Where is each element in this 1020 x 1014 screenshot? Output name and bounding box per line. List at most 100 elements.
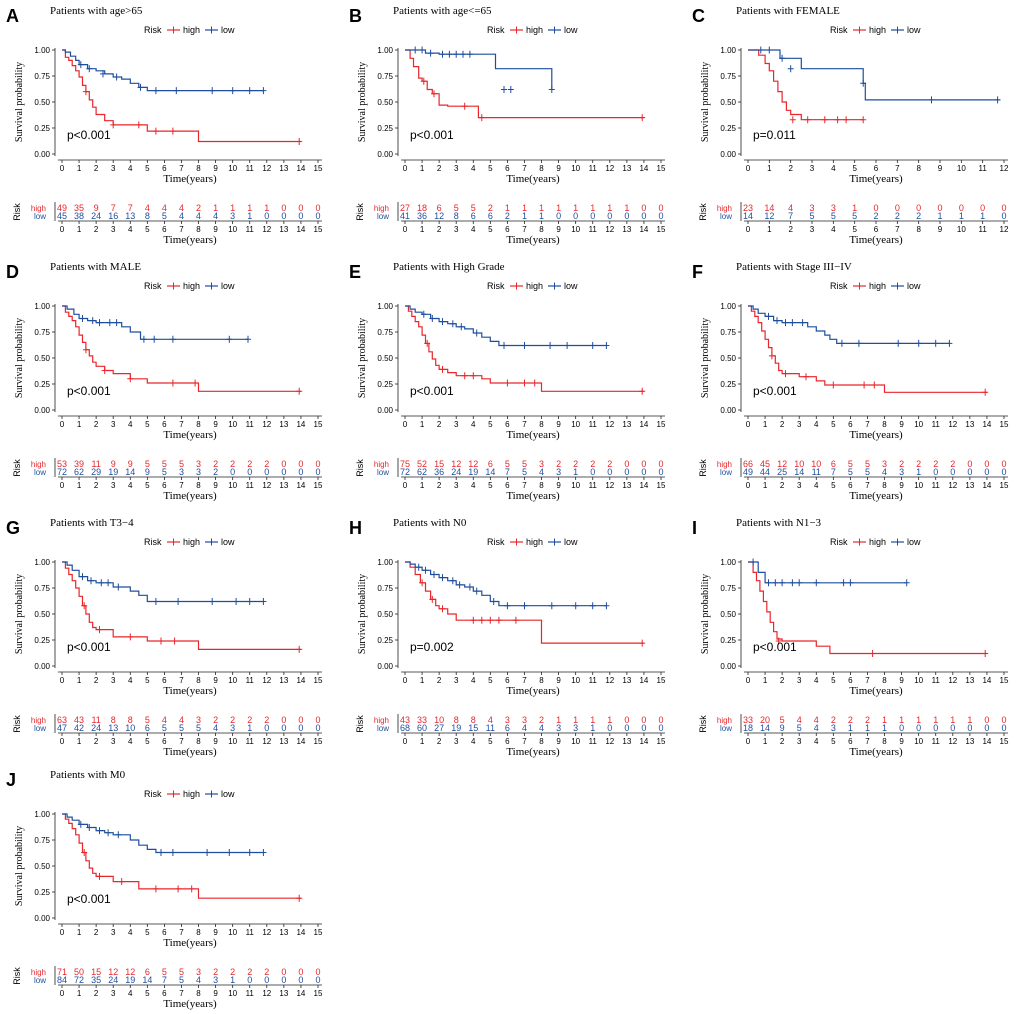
risk-x-tick-label: 5 <box>145 225 150 234</box>
risk-count-low: 47 <box>57 723 67 733</box>
risk-count-low: 5 <box>162 211 167 221</box>
y-tick-label: 0.75 <box>34 72 50 81</box>
risk-table-title: Risk <box>698 459 708 477</box>
censor-mark-high <box>830 381 837 389</box>
x-tick-label: 13 <box>965 676 974 685</box>
risk-row-label-high: high <box>31 968 46 977</box>
p-value: p<0.001 <box>410 384 454 398</box>
risk-count-low: 19 <box>468 467 478 477</box>
y-tick-label: 0.50 <box>34 98 50 107</box>
y-tick-label: 0.50 <box>720 610 736 619</box>
risk-x-tick-label: 8 <box>196 481 201 490</box>
x-tick-label: 1 <box>767 164 772 173</box>
censor-mark-low <box>547 342 554 349</box>
x-axis-title: Time(years) <box>506 173 560 185</box>
risk-x-tick-label: 10 <box>571 481 580 490</box>
x-tick-label: 8 <box>196 420 201 429</box>
risk-count-high: 0 <box>315 459 320 469</box>
censor-mark-high <box>296 138 303 145</box>
censor-mark-low <box>603 342 610 349</box>
risk-x-tick-label: 10 <box>228 481 237 490</box>
risk-x-tick-label: 10 <box>914 481 923 490</box>
x-tick-label: 11 <box>246 420 255 429</box>
risk-count-low: 0 <box>607 723 612 733</box>
risk-count-low: 3 <box>230 723 235 733</box>
risk-x-tick-label: 10 <box>228 225 237 234</box>
x-tick-label: 2 <box>94 928 99 937</box>
risk-x-tick-label: 1 <box>763 737 768 746</box>
x-tick-label: 4 <box>128 676 133 685</box>
risk-x-tick-label: 14 <box>639 225 648 234</box>
x-tick-label: 14 <box>982 420 991 429</box>
risk-count-low: 0 <box>298 975 303 985</box>
x-tick-label: 10 <box>571 420 580 429</box>
risk-count-low: 5 <box>162 723 167 733</box>
legend-high-censor-mark <box>856 26 863 34</box>
legend-low-label: low <box>907 281 921 291</box>
y-tick-label: 0.50 <box>720 98 736 107</box>
censor-mark-low <box>158 849 164 856</box>
risk-row-label-low: low <box>34 976 46 985</box>
censor-mark-low <box>86 824 93 831</box>
legend-low-censor-mark <box>208 26 215 34</box>
censor-mark-low <box>782 319 789 327</box>
risk-count-low: 0 <box>247 467 252 477</box>
risk-count-high: 0 <box>315 715 320 725</box>
censor-mark-low <box>113 319 120 327</box>
censor-mark-high <box>639 387 646 395</box>
risk-count-high: 4 <box>162 715 167 725</box>
risk-count-low: 15 <box>468 723 478 733</box>
risk-x-tick-label: 7 <box>522 225 527 234</box>
p-value: p<0.001 <box>753 384 797 398</box>
risk-x-tick-label: 7 <box>179 989 184 998</box>
censor-mark-high <box>296 894 303 902</box>
risk-count-high: 0 <box>624 459 629 469</box>
x-tick-label: 13 <box>279 164 288 173</box>
risk-count-low: 2 <box>213 467 218 477</box>
legend-title: Risk <box>144 25 162 35</box>
x-tick-label: 7 <box>865 420 870 429</box>
risk-count-high: 1 <box>556 715 561 725</box>
risk-x-tick-label: 3 <box>454 737 459 746</box>
risk-x-tick-label: 6 <box>505 481 510 490</box>
risk-x-tick-label: 14 <box>296 225 305 234</box>
x-tick-label: 5 <box>852 164 857 173</box>
risk-count-low: 72 <box>57 467 67 477</box>
risk-x-tick-label: 1 <box>77 989 82 998</box>
risk-row-label-low: low <box>720 468 732 477</box>
risk-count-high: 6 <box>437 203 442 213</box>
km-panel-j: J Patients with M0 Risk high low 0.00 0.25 0.50… <box>0 764 340 1014</box>
x-tick-label: 4 <box>128 420 133 429</box>
y-axis: 0.00 0.25 0.50 0.75 1.00 Survival probability <box>357 302 399 415</box>
censor-mark-high <box>171 637 178 645</box>
censor-mark-low <box>765 312 772 320</box>
risk-count-low: 3 <box>196 467 201 477</box>
x-tick-label: 14 <box>639 164 648 173</box>
panel-title: Patients with MALE <box>50 261 141 273</box>
censor-mark-low <box>572 602 579 610</box>
x-tick-label: 9 <box>899 420 904 429</box>
risk-count-low: 0 <box>950 467 955 477</box>
x-tick-label: 13 <box>622 676 631 685</box>
risk-x-tick-label: 9 <box>938 225 943 234</box>
risk-count-low: 0 <box>658 467 663 477</box>
risk-x-tick-label: 14 <box>982 737 991 746</box>
legend-high-label: high <box>526 281 543 291</box>
y-axis-title: Survival probability <box>700 62 711 142</box>
x-tick-label: 9 <box>213 420 218 429</box>
risk-count-high: 9 <box>94 203 99 213</box>
legend-title: Risk <box>487 537 505 547</box>
censor-mark-high <box>487 616 494 624</box>
risk-x-tick-label: 1 <box>77 481 82 490</box>
panel-letter: G <box>6 518 20 538</box>
risk-count-high: 2 <box>831 715 836 725</box>
risk-x-tick-label: 4 <box>814 737 819 746</box>
censor-mark-high <box>424 339 431 347</box>
x-tick-label: 11 <box>589 676 598 685</box>
panel-title: Patients with age>65 <box>50 5 143 17</box>
